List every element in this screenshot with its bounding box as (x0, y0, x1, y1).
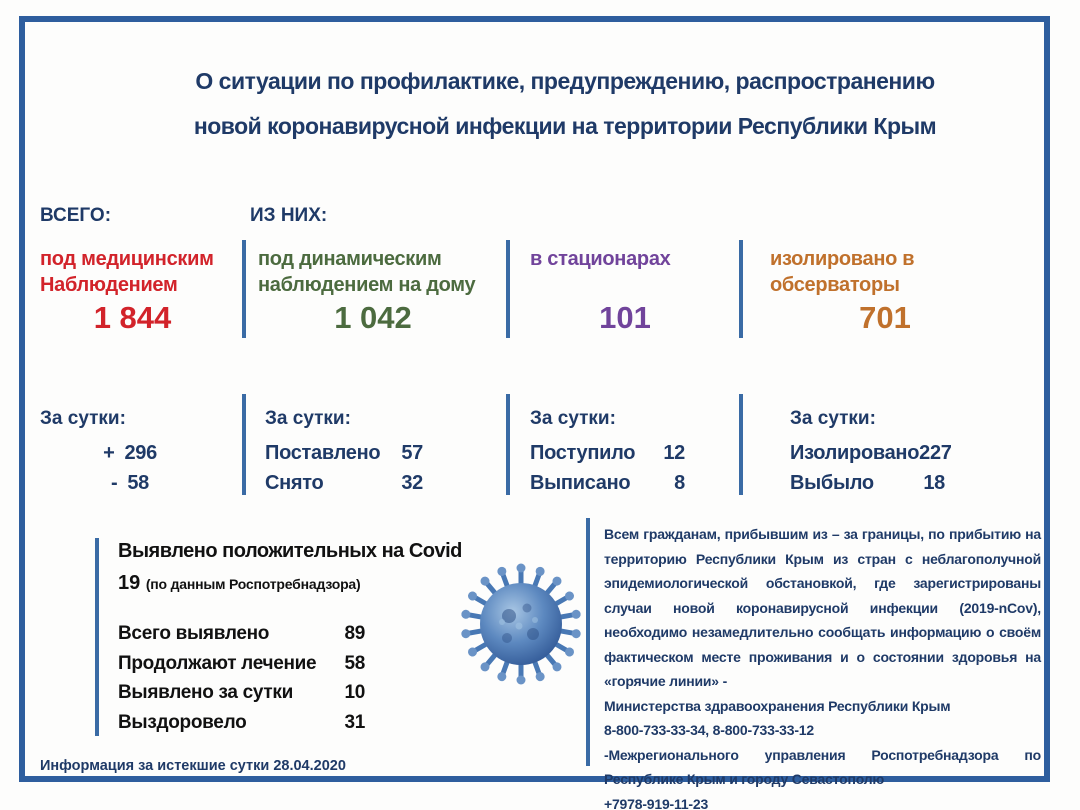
daily-row-label: Изолировано (790, 442, 920, 464)
daily-hospitals: За сутки: Поступило 12 Выписано 8 (530, 408, 685, 498)
daily-row-label: + (103, 442, 115, 464)
covid-block-accent-line (95, 538, 99, 736)
covid-positive-block: Выявлено положительных на Covid 19 (по д… (118, 540, 462, 737)
divider-stats-1 (242, 240, 246, 338)
daily-header: За сутки: (790, 408, 876, 429)
daily-row-value: 12 (663, 442, 685, 464)
stat-label: под динамическим наблюдением на дому (258, 248, 476, 296)
stat-medical-observation: под медицинским Наблюдением 1 844 (40, 246, 225, 341)
footer-date-note: Информация за истекшие сутки 28.04.2020 (40, 758, 346, 774)
stat-label: под медицинским Наблюдением (40, 248, 214, 296)
covid-row-total-detected: Всего выявлено 89 (118, 619, 365, 649)
daily-row-value: 296 (124, 442, 157, 464)
divider-daily-1 (242, 394, 246, 495)
page-title-line1: О ситуации по профилактике, предупрежден… (195, 68, 935, 94)
divider-stats-2 (506, 240, 510, 338)
stat-label: в стационарах (530, 248, 671, 270)
daily-row-label: Снято (265, 472, 324, 494)
covid-row-value: 31 (344, 711, 365, 733)
covid-source-note: (по данным Роспотребнадзора) (145, 576, 361, 592)
covid-row-value: 10 (344, 682, 365, 703)
daily-header: За сутки: (40, 408, 126, 429)
covid-block-title: Выявлено положительных на Covid (118, 540, 462, 562)
daily-total: За сутки: +296 -58 (40, 408, 220, 498)
daily-dynamic: За сутки: Поставлено 57 Снято 32 (265, 408, 423, 498)
covid-row-value: 58 (344, 652, 365, 674)
daily-observatories: За сутки: Изолировано 227 Выбыло 18 (790, 408, 952, 498)
daily-row-label: - (110, 472, 118, 494)
daily-row-value: 32 (401, 472, 423, 494)
label-total: ВСЕГО: (40, 205, 112, 226)
stat-label: изолировано в обсерваторы (770, 248, 915, 296)
daily-row-label: Поставлено (265, 442, 381, 464)
stat-value: 1 042 (334, 300, 412, 335)
covid-row-value: 89 (344, 623, 365, 644)
daily-row-label: Поступило (530, 442, 636, 464)
covid-row-recovered: Выздоровело 31 (118, 708, 365, 738)
daily-row-value: 8 (674, 472, 685, 494)
daily-header: За сутки: (530, 408, 616, 429)
stat-in-hospitals: в стационарах 101 (530, 246, 720, 341)
label-of-them: ИЗ НИХ: (250, 205, 328, 226)
divider-daily-2 (506, 394, 510, 495)
covid-row-in-treatment: Продолжают лечение 58 (118, 649, 365, 679)
divider-bottom-section (586, 518, 590, 766)
covid-row-label: Выздоровело (118, 711, 247, 733)
hotline-ministry-phones: 8-800-733-33-34, 8-800-733-33-12 (604, 722, 814, 738)
hotline-paragraph: Всем гражданам, прибывшим из – за границ… (604, 526, 1041, 689)
hotline-rospotrebnadzor-line: -Межрегионального управления Роспотребна… (604, 746, 1041, 788)
stat-value: 1 844 (93, 300, 172, 335)
divider-daily-3 (739, 394, 743, 495)
stat-value: 701 (859, 300, 911, 335)
daily-row-label: Выбыло (790, 472, 874, 494)
stat-dynamic-home-observation: под динамическим наблюдением на дому 1 0… (258, 246, 488, 341)
page-title-line2: новой коронавирусной инфекции на террито… (193, 113, 937, 139)
covid-row-label: Выявлено за сутки (118, 682, 294, 703)
hotline-rospotrebnadzor-phone: +7978-919-11-23 (604, 795, 709, 810)
stat-value: 101 (599, 300, 651, 335)
covid-row-label: Продолжают лечение (118, 652, 317, 674)
coronavirus-icon (455, 558, 587, 695)
daily-row-value: 18 (923, 472, 945, 494)
covid-number-19: 19 (118, 572, 141, 594)
covid-rows: Всего выявлено 89 Продолжают лечение 58 Вы… (118, 619, 365, 737)
covid-row-label: Всего выявлено (118, 623, 270, 644)
covid-block-subtitle: 19 (по данным Роспотребнадзора) (118, 572, 368, 595)
daily-row-label: Выписано (530, 472, 631, 494)
page-border-frame (19, 16, 1050, 782)
daily-row-value: 57 (401, 442, 423, 464)
stat-isolated-observatories: изолировано в обсерваторы 701 (770, 246, 1000, 341)
covid-row-detected-today: Выявлено за сутки 10 (118, 678, 365, 708)
daily-row-value: 58 (127, 472, 150, 494)
divider-stats-3 (739, 240, 743, 338)
hotline-info-block: Всем гражданам, прибывшим из – за границ… (604, 522, 1041, 810)
hotline-ministry-line: Министерства здравоохранения Республики … (604, 697, 951, 714)
daily-header: За сутки: (265, 408, 351, 429)
daily-row-value: 227 (919, 442, 952, 464)
